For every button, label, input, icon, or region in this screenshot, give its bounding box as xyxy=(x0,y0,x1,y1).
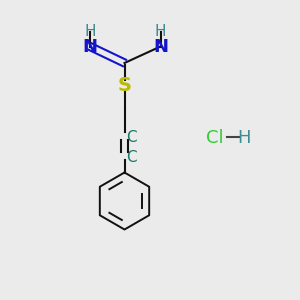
Text: S: S xyxy=(118,76,131,95)
Text: H: H xyxy=(155,24,166,39)
Text: N: N xyxy=(153,38,168,56)
Text: Cl: Cl xyxy=(206,129,223,147)
Text: C: C xyxy=(126,130,136,146)
Text: C: C xyxy=(126,150,136,165)
Text: H: H xyxy=(238,129,251,147)
Text: H: H xyxy=(84,24,96,39)
Text: N: N xyxy=(82,38,98,56)
